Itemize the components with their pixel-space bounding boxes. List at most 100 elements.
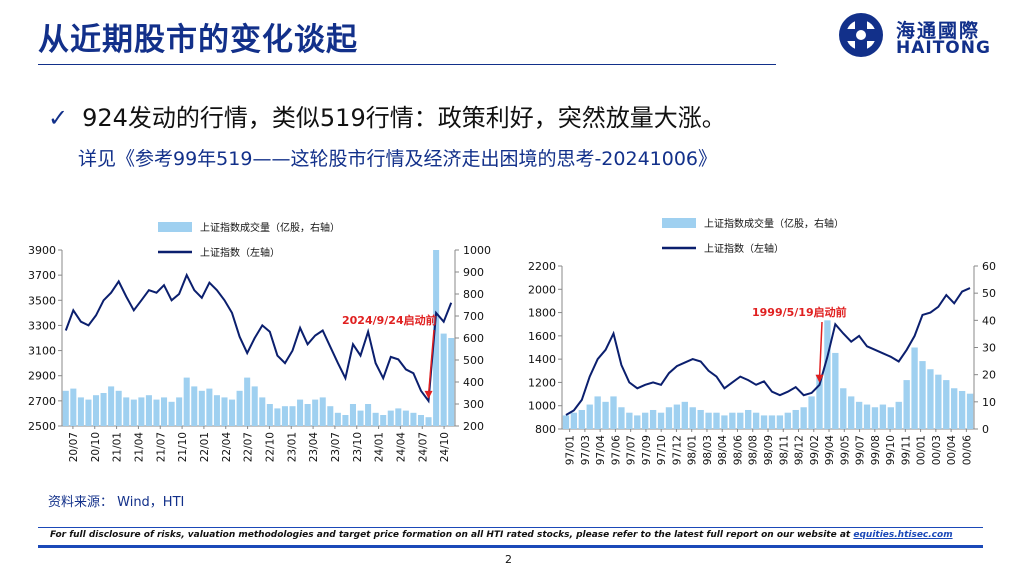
annotation-arrow — [818, 321, 823, 379]
x-tick-label: 24/07 — [417, 432, 429, 462]
x-tick-label: 23/07 — [330, 432, 342, 462]
volume-bar — [138, 397, 145, 426]
bullet-text: 924发动的行情，类似519行情：政策利好，突然放量大涨。 — [82, 104, 726, 132]
volume-bar — [349, 404, 356, 426]
volume-bar — [357, 410, 364, 426]
title-divider — [38, 64, 776, 65]
volume-bar — [130, 399, 137, 426]
volume-bar — [784, 412, 791, 429]
x-tick-label: 00/04 — [946, 435, 958, 466]
left-tick-label: 1200 — [528, 376, 556, 389]
left-tick-label: 1400 — [528, 353, 556, 366]
x-tick-label: 21/07 — [155, 432, 167, 462]
volume-bar — [792, 409, 799, 429]
volume-bar — [832, 352, 839, 429]
volume-bar — [365, 404, 372, 426]
volume-bar — [85, 399, 92, 426]
x-tick-label: 99/11 — [900, 435, 912, 465]
legend-index-label: 上证指数（左轴） — [704, 242, 784, 255]
volume-bar — [191, 386, 198, 426]
x-tick-label: 22/01 — [199, 432, 211, 462]
volume-bar — [951, 388, 958, 429]
volume-bar — [62, 390, 69, 426]
volume-bar — [259, 397, 266, 426]
volume-bar — [927, 369, 934, 429]
left-tick-label: 3300 — [28, 319, 56, 332]
left-tick-label: 3900 — [28, 244, 56, 257]
volume-bar — [433, 250, 440, 426]
volume-bar — [800, 407, 807, 429]
volume-bar — [776, 415, 784, 429]
x-tick-label: 98/01 — [687, 435, 699, 465]
right-tick-label: 600 — [463, 332, 484, 345]
volume-bar — [840, 388, 847, 429]
volume-bar — [626, 412, 633, 429]
source-note: 资料来源： Wind，HTI — [48, 495, 185, 510]
volume-bar — [108, 386, 115, 426]
x-tick-label: 22/10 — [264, 432, 276, 462]
volume-bar — [183, 377, 190, 426]
x-tick-label: 22/07 — [243, 432, 255, 462]
volume-bar — [768, 415, 776, 429]
volume-bar — [665, 407, 673, 429]
x-tick-label: 98/12 — [794, 435, 806, 465]
volume-bar — [77, 397, 84, 426]
x-tick-label: 99/08 — [870, 435, 882, 465]
volume-bar — [745, 409, 752, 429]
website-link[interactable]: equities.htisec.com — [853, 530, 953, 540]
right-tick-label: 0 — [982, 423, 989, 436]
volume-bar — [153, 399, 160, 426]
volume-bar — [70, 388, 77, 426]
volume-bar — [697, 409, 704, 429]
right-tick-label: 500 — [463, 354, 484, 367]
volume-bar — [863, 404, 871, 429]
x-tick-label: 99/10 — [885, 435, 897, 465]
legend-volume-swatch — [158, 222, 192, 232]
left-tick-label: 2900 — [28, 370, 56, 383]
x-tick-label: 00/03 — [931, 435, 943, 465]
left-tick-label: 3700 — [28, 269, 56, 282]
footer-bar — [38, 545, 983, 548]
x-tick-label: 99/02 — [809, 435, 821, 465]
right-tick-label: 400 — [463, 376, 484, 389]
volume-bar — [721, 415, 728, 429]
volume-bar — [618, 407, 625, 429]
x-tick-label: 98/04 — [717, 435, 729, 466]
legend-volume-label: 上证指数成交量（亿股，右轴） — [200, 221, 340, 234]
right-tick-label: 1000 — [463, 244, 491, 257]
chart-1999: 上证指数成交量（亿股，右轴） 上证指数（左轴） 800 1000 1200 1400 160… — [528, 217, 996, 466]
volume-bar — [634, 415, 641, 429]
x-tick-label: 97/06 — [610, 435, 622, 466]
reference-line: 详见《参考99年519——这轮股市行情及经济走出困境的思考-20241006》 — [78, 148, 718, 170]
volume-bar — [657, 412, 665, 429]
volume-bar — [312, 399, 319, 426]
left-tick-label: 800 — [535, 423, 556, 436]
annotation-arrowhead — [815, 374, 824, 383]
volume-bar — [602, 401, 609, 429]
x-tick-label: 97/01 — [565, 435, 577, 465]
volume-bar — [206, 388, 213, 426]
x-tick-label: 97/10 — [656, 435, 668, 465]
volume-bar — [824, 320, 831, 429]
volume-bar — [649, 409, 657, 429]
volume-bar — [145, 395, 152, 426]
x-tick-label: 23/10 — [352, 432, 364, 462]
x-tick-label: 23/01 — [286, 432, 298, 462]
volume-bar — [705, 412, 712, 429]
annotation-arrowhead — [424, 390, 433, 399]
volume-bar — [387, 410, 394, 426]
volume-bar — [752, 412, 760, 429]
x-tick-label: 97/03 — [580, 435, 592, 465]
volume-bar — [816, 374, 823, 429]
volume-bar — [903, 380, 910, 429]
volume-bar — [213, 395, 220, 426]
volume-bar — [161, 397, 168, 426]
volume-bar — [594, 396, 601, 429]
volume-bar — [229, 399, 236, 426]
volume-bar — [236, 390, 243, 426]
volume-bar — [681, 401, 688, 429]
left-tick-label: 1600 — [528, 330, 556, 343]
volume-bar — [610, 396, 617, 429]
volume-bar — [244, 377, 251, 426]
x-tick-label: 21/04 — [133, 432, 145, 463]
